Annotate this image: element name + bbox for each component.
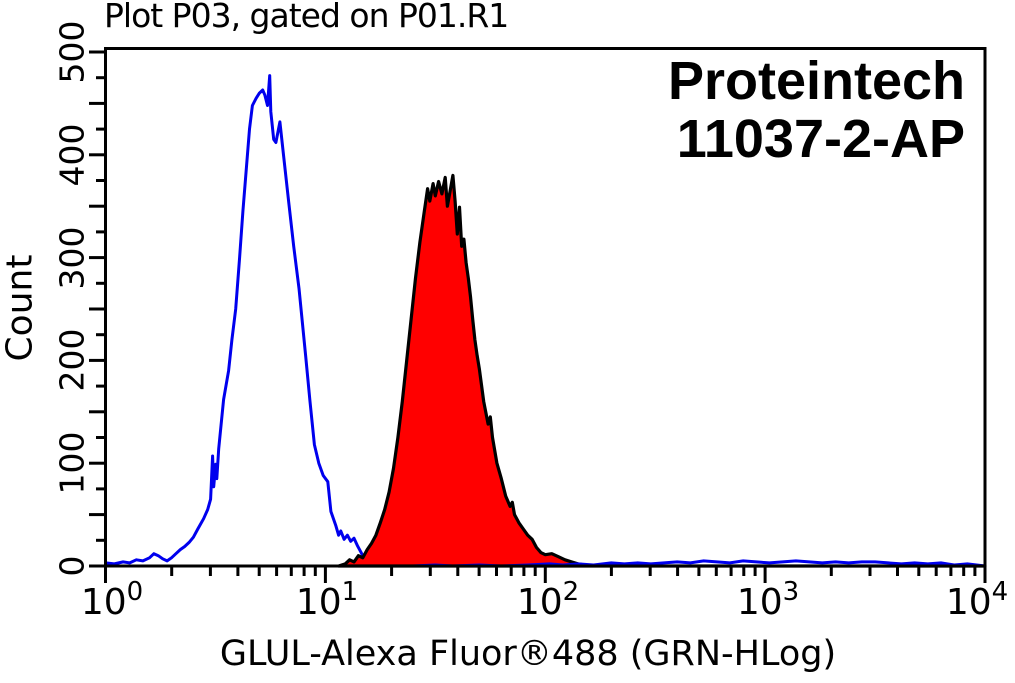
x-tick-label-10000: 104 xyxy=(945,577,1009,623)
y-tick-label-300: 300 xyxy=(52,226,92,290)
blue-baseline-noise xyxy=(413,559,986,568)
x-axis-label: GLUL-Alexa Fluor®488 (GRN-HLog) xyxy=(219,634,837,674)
vendor-annotation: Proteintech 11037-2-AP xyxy=(668,52,965,168)
plot-frame xyxy=(104,47,987,568)
y-tick-label-200: 200 xyxy=(52,328,92,392)
x-tick-label-10: 101 xyxy=(295,577,359,623)
y-tick-label-0: 0 xyxy=(52,555,92,577)
red-curve xyxy=(337,173,987,568)
x-tick-label-1000: 103 xyxy=(736,577,800,623)
y-tick-label-400: 400 xyxy=(52,123,92,187)
histogram-curves xyxy=(105,74,987,568)
plot-title: Plot P03, gated on P01.R1 xyxy=(104,0,509,35)
y-tick-label-500: 500 xyxy=(52,20,92,84)
y-axis-label: Count xyxy=(0,254,41,362)
catalog-number: 11037-2-AP xyxy=(676,109,965,169)
x-tick-label-100: 102 xyxy=(516,577,580,623)
axis-ticks xyxy=(89,50,987,583)
vendor-name: Proteintech xyxy=(667,51,965,111)
blue-curve xyxy=(105,74,392,568)
y-tick-label-100: 100 xyxy=(52,431,92,495)
x-tick-label-1: 100 xyxy=(80,577,144,623)
